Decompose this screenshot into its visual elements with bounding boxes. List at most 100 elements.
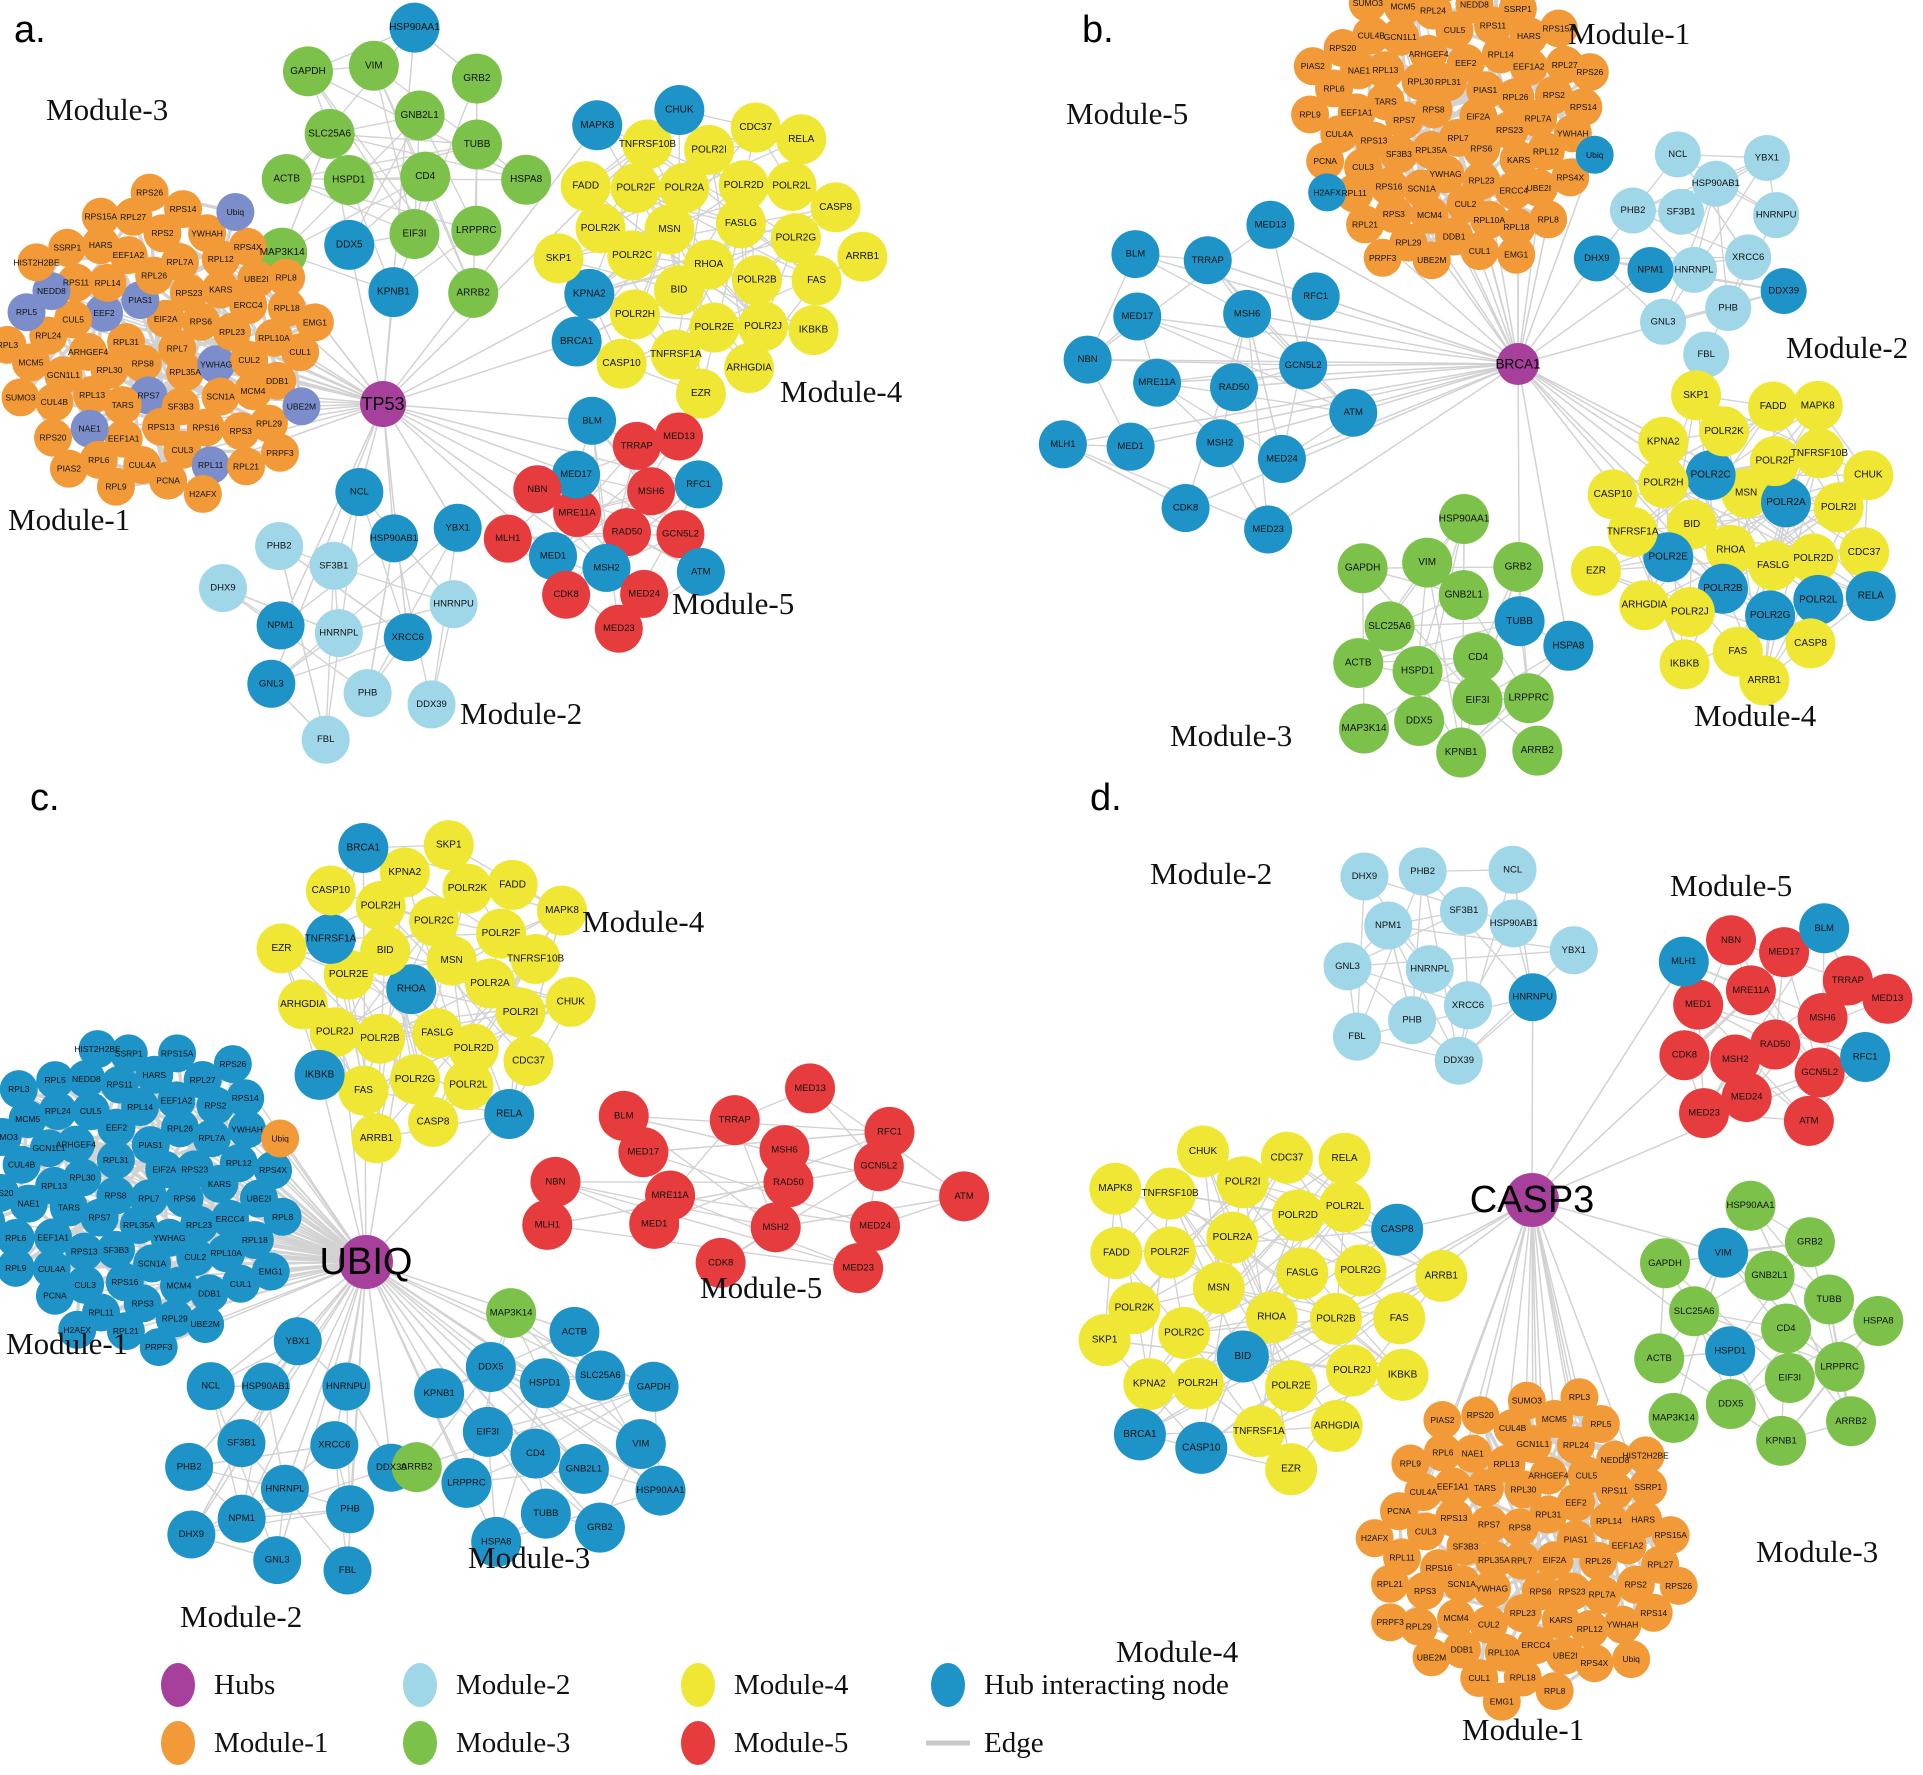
hub-edge	[365, 1261, 601, 1529]
node-label: DDB1	[266, 376, 289, 386]
edge	[668, 229, 750, 369]
node-label: POLR2D	[454, 1043, 494, 1054]
node-label: RPL26	[167, 1123, 193, 1133]
node-NEDD8	[67, 1059, 106, 1098]
edge	[366, 538, 395, 694]
node-label: SF3B1	[319, 560, 348, 571]
node-label: RPS13	[71, 1247, 98, 1257]
node-PRPF3	[139, 1328, 178, 1367]
node-label: RPL7A	[198, 1133, 225, 1143]
node-label: MAP3K14	[1652, 1412, 1695, 1423]
node-BID	[654, 265, 705, 316]
node-label: RPL13	[1493, 1459, 1519, 1469]
panel-letter-b: b.	[1082, 9, 1114, 51]
node-RPL35A	[166, 353, 205, 392]
node-label: RFC1	[1303, 291, 1328, 302]
module-label: Module-2	[460, 696, 582, 731]
node-label: KPNA2	[1647, 436, 1680, 447]
node-EZR	[1570, 545, 1621, 596]
node-label: RPL29	[1395, 238, 1421, 248]
node-CUL5	[71, 1092, 110, 1131]
node-RPS3	[1374, 195, 1413, 234]
node-label: RPS14	[170, 204, 197, 214]
node-label: SUMO3	[0, 1132, 18, 1142]
node-label: RPL9	[105, 482, 127, 492]
edge	[307, 70, 416, 235]
edge	[373, 65, 527, 181]
node-label: YWHAH	[1557, 128, 1589, 138]
node-LRPPRC	[451, 205, 502, 256]
node-POLR2B	[354, 1013, 405, 1064]
node-FASLG	[1748, 540, 1799, 591]
node-RPL5	[1581, 1404, 1620, 1443]
node-label: POLR2C	[1164, 1327, 1204, 1338]
node-label: PHB	[358, 688, 378, 699]
node-RHOA	[1705, 524, 1756, 575]
node-label: POLR2F	[616, 183, 655, 194]
node-label: RPS8	[132, 358, 154, 368]
node-UBE2I	[1519, 168, 1558, 207]
node-label: POLR2J	[744, 321, 782, 332]
node-PHB2	[255, 522, 304, 571]
node-DDB1	[1442, 1630, 1481, 1669]
node-CASP8	[408, 1096, 459, 1147]
node-label: XRCC6	[318, 1440, 350, 1451]
node-label: TNFRSF1A	[1607, 526, 1659, 537]
node-RPL35A	[119, 1205, 158, 1244]
node-GCN1L1	[1381, 17, 1420, 56]
node-label: DDX39	[1443, 1055, 1474, 1066]
node-label: HNRNPL	[319, 628, 358, 639]
panel-letter-c: c.	[30, 777, 60, 819]
node-POLR2F	[1749, 436, 1800, 487]
hub-edge	[382, 403, 593, 422]
edge	[278, 545, 327, 740]
node-label: POLR2F	[1150, 1247, 1189, 1258]
node-RPS26	[1659, 1566, 1698, 1605]
node-RPL29	[249, 404, 288, 443]
node-RPS20	[1323, 29, 1362, 68]
node-label: MED13	[1255, 219, 1287, 230]
node-label: RPS20	[0, 1188, 14, 1198]
module-label: Module-3	[1756, 1534, 1878, 1569]
node-label: MED23	[842, 1263, 874, 1274]
node-label: KPNB1	[377, 287, 410, 298]
node-MED13	[655, 412, 704, 461]
node-label: PIAS1	[128, 295, 152, 305]
edge	[1358, 620, 1520, 664]
node-label: POLR2A	[470, 978, 510, 989]
node-label: POLR2H	[1643, 477, 1683, 488]
node-CDK8	[542, 570, 591, 619]
node-DDB1	[258, 361, 297, 400]
node-label: BRCA1	[1123, 1429, 1157, 1440]
module-label: Module-5	[1670, 868, 1792, 903]
node-label: RPL26	[141, 271, 167, 281]
node-EIF3I	[389, 208, 440, 259]
node-label: RPL13	[1372, 65, 1398, 75]
node-label: RPL12	[1577, 1624, 1603, 1634]
node-NEDD8	[32, 272, 71, 311]
node-label: RPL14	[1596, 1516, 1622, 1526]
node-SKP1	[423, 820, 474, 871]
node-RPL14	[88, 263, 127, 302]
node-label: MED13	[794, 1083, 826, 1094]
node-CD4	[1761, 1303, 1812, 1354]
node-label: RPS15A	[1542, 23, 1575, 33]
module-label: Module-4	[1694, 698, 1817, 733]
hub-edge	[365, 1261, 393, 1468]
node-POLR2D	[1788, 533, 1839, 584]
node-NPM1	[1627, 246, 1674, 293]
node-FADD	[1090, 1227, 1143, 1280]
node-RPS15A	[1539, 9, 1578, 48]
node-NAE1	[9, 1184, 48, 1223]
node-label: SCN1A	[206, 392, 235, 402]
node-label: RPL27	[1647, 1560, 1673, 1570]
node-RPL21	[227, 447, 266, 486]
node-CDC37	[503, 1035, 554, 1086]
node-label: RPL6	[88, 455, 110, 465]
node-label: GAPDH	[637, 1381, 671, 1392]
node-DDX39	[1434, 1036, 1483, 1085]
node-RPL7A	[1583, 1575, 1622, 1614]
edge	[1087, 224, 1271, 361]
node-label: RPL35A	[1478, 1555, 1510, 1565]
node-MSH2	[582, 543, 631, 592]
